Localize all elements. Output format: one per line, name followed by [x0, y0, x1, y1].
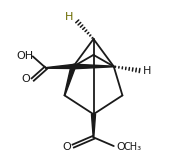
Text: OH: OH: [16, 51, 33, 61]
Text: H: H: [65, 12, 73, 22]
Polygon shape: [73, 64, 114, 69]
Polygon shape: [46, 64, 73, 69]
Text: O: O: [117, 142, 125, 152]
Text: O: O: [62, 142, 71, 152]
Polygon shape: [91, 114, 96, 137]
Text: O: O: [22, 74, 30, 84]
Text: CH₃: CH₃: [123, 142, 142, 152]
Polygon shape: [64, 66, 76, 96]
Text: H: H: [143, 66, 151, 76]
